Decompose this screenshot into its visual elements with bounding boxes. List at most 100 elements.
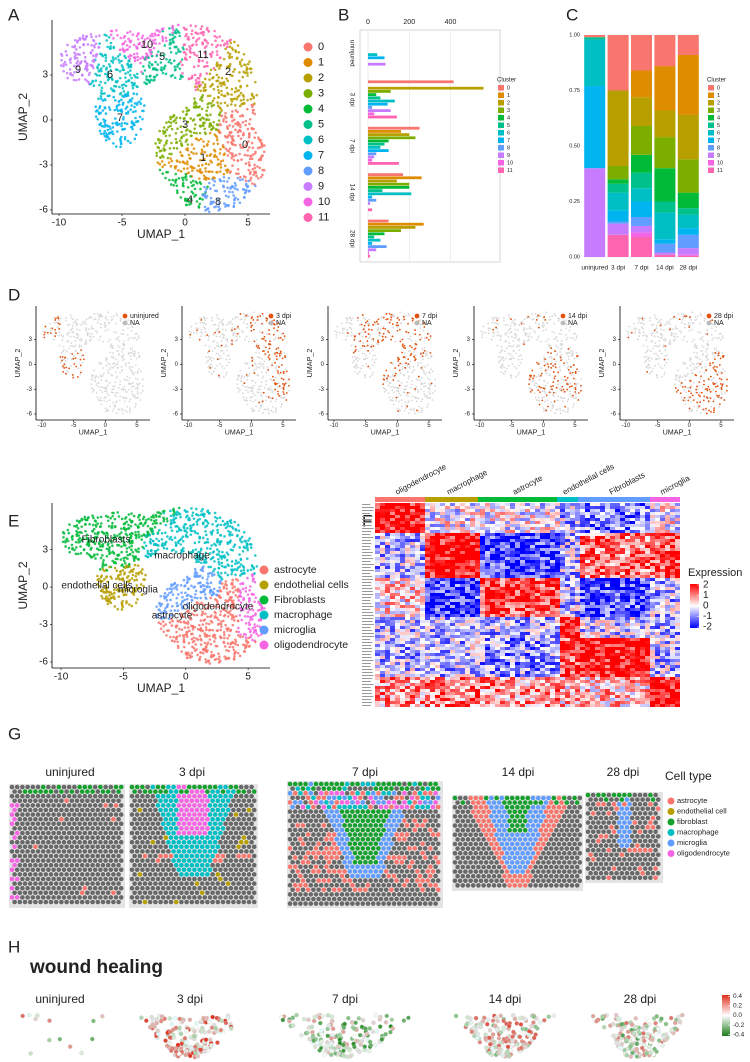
highlight-point	[398, 365, 400, 367]
umap-point	[691, 409, 693, 411]
umap-point	[217, 89, 220, 92]
umap-point	[231, 138, 234, 141]
cluster-label: 5	[159, 51, 165, 63]
highlight-point	[576, 355, 578, 357]
umap-point	[99, 81, 102, 84]
umap-point	[128, 603, 131, 606]
umap-point	[208, 371, 210, 373]
umap-point	[131, 97, 134, 100]
umap-point	[126, 32, 129, 35]
umap-point	[76, 319, 78, 321]
highlight-point	[557, 380, 559, 382]
umap-point	[423, 393, 425, 395]
umap-point	[270, 397, 272, 399]
umap-point	[131, 122, 134, 125]
highlight-point	[564, 391, 566, 393]
umap-point	[644, 356, 646, 358]
umap-point	[213, 67, 216, 70]
umap-point	[406, 385, 408, 387]
umap-point	[508, 336, 510, 338]
umap-point	[86, 69, 89, 72]
umap-point	[217, 142, 220, 145]
umap-point	[239, 201, 242, 204]
x-tick-label: uninjured	[581, 265, 608, 272]
legend-label: 3	[717, 108, 720, 114]
highlight-point	[276, 355, 278, 357]
umap-point	[224, 112, 227, 115]
umap-point	[669, 323, 671, 325]
umap-point	[664, 349, 666, 351]
x-axis-title: UMAP_1	[79, 428, 108, 437]
highlight-point	[283, 372, 285, 374]
umap-point	[129, 400, 131, 402]
highlight-point	[265, 317, 267, 319]
highlight-point	[684, 397, 686, 399]
highlight-point	[572, 372, 574, 374]
umap-point	[118, 354, 120, 356]
umap-point	[404, 386, 406, 388]
umap-point	[642, 335, 644, 337]
umap-point	[135, 364, 137, 366]
umap-point	[106, 365, 108, 367]
umap-point	[547, 382, 549, 384]
umap-point	[67, 334, 69, 336]
legend-label: 5	[318, 118, 324, 130]
umap-point	[363, 358, 365, 360]
bar-segment	[608, 221, 629, 223]
umap-point	[185, 107, 188, 110]
umap-point	[275, 377, 277, 379]
umap-point	[700, 412, 702, 414]
umap-point	[415, 340, 417, 342]
highlight-point	[273, 327, 275, 329]
umap-point	[261, 363, 263, 365]
umap-point	[161, 165, 164, 168]
umap-point	[213, 371, 215, 373]
umap-point	[510, 375, 512, 377]
umap-point	[217, 345, 219, 347]
umap-point	[503, 360, 505, 362]
umap-point	[105, 39, 108, 42]
umap-point	[63, 346, 65, 348]
highlight-point	[721, 385, 723, 387]
umap-point	[88, 317, 90, 319]
umap-point	[207, 163, 210, 166]
umap-point	[223, 323, 225, 325]
umap-point	[88, 523, 91, 526]
umap-point	[50, 327, 52, 329]
umap-point	[119, 395, 121, 397]
highlight-point	[347, 332, 349, 334]
umap-point	[693, 339, 695, 341]
umap-point	[134, 138, 137, 141]
highlight-point	[550, 386, 552, 388]
highlight-point	[51, 327, 53, 329]
umap-point	[175, 116, 178, 119]
umap-point	[183, 44, 186, 47]
umap-point	[217, 571, 220, 574]
umap-point	[81, 340, 83, 342]
umap-point	[56, 322, 58, 324]
umap-point	[151, 35, 154, 38]
umap-point	[217, 619, 220, 622]
umap-point	[236, 111, 239, 114]
umap-point	[116, 350, 118, 352]
umap-point	[353, 366, 355, 368]
umap-point	[674, 383, 676, 385]
umap-point	[226, 372, 228, 374]
umap-point	[152, 79, 155, 82]
umap-point	[656, 331, 658, 333]
highlight-point	[679, 318, 681, 320]
umap-point	[105, 324, 107, 326]
umap-point	[572, 351, 574, 353]
umap-point	[109, 399, 111, 401]
umap-point	[195, 82, 198, 85]
umap-point	[260, 385, 262, 387]
highlight-point	[268, 333, 270, 335]
umap-point	[699, 323, 701, 325]
highlight-point	[532, 378, 534, 380]
umap-point	[106, 319, 108, 321]
umap-point	[136, 73, 139, 76]
legend-swatch	[708, 100, 714, 106]
highlight-point	[687, 399, 689, 401]
umap-point	[647, 367, 649, 369]
umap-point	[76, 57, 79, 60]
